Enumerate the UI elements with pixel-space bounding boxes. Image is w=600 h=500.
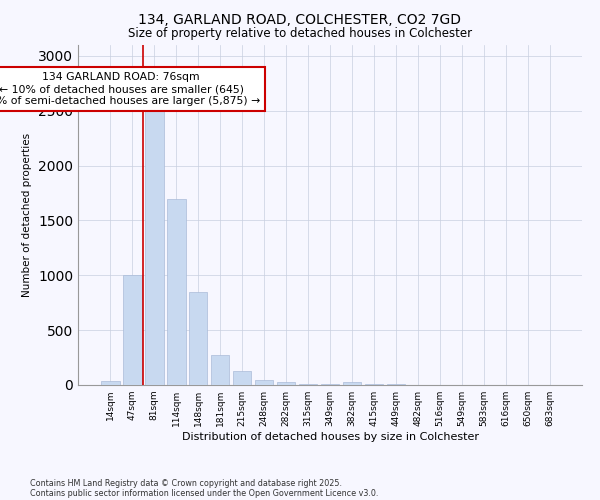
Text: Contains public sector information licensed under the Open Government Licence v3: Contains public sector information licen… bbox=[30, 488, 379, 498]
Bar bbox=[189, 292, 208, 385]
Bar bbox=[233, 370, 251, 385]
Text: Contains HM Land Registry data © Crown copyright and database right 2025.: Contains HM Land Registry data © Crown c… bbox=[30, 478, 342, 488]
X-axis label: Distribution of detached houses by size in Colchester: Distribution of detached houses by size … bbox=[182, 432, 479, 442]
Text: 134, GARLAND ROAD, COLCHESTER, CO2 7GD: 134, GARLAND ROAD, COLCHESTER, CO2 7GD bbox=[139, 12, 461, 26]
Bar bbox=[211, 355, 229, 385]
Bar bbox=[101, 380, 119, 385]
Bar bbox=[123, 276, 142, 385]
Bar bbox=[386, 384, 405, 385]
Bar bbox=[145, 111, 164, 385]
Bar bbox=[167, 198, 185, 385]
Bar bbox=[255, 380, 274, 385]
Y-axis label: Number of detached properties: Number of detached properties bbox=[22, 133, 32, 297]
Bar bbox=[320, 384, 340, 385]
Text: 134 GARLAND ROAD: 76sqm
← 10% of detached houses are smaller (645)
90% of semi-d: 134 GARLAND ROAD: 76sqm ← 10% of detache… bbox=[0, 72, 260, 106]
Bar bbox=[343, 382, 361, 385]
Text: Size of property relative to detached houses in Colchester: Size of property relative to detached ho… bbox=[128, 28, 472, 40]
Bar bbox=[299, 384, 317, 385]
Bar bbox=[365, 384, 383, 385]
Bar bbox=[277, 382, 295, 385]
